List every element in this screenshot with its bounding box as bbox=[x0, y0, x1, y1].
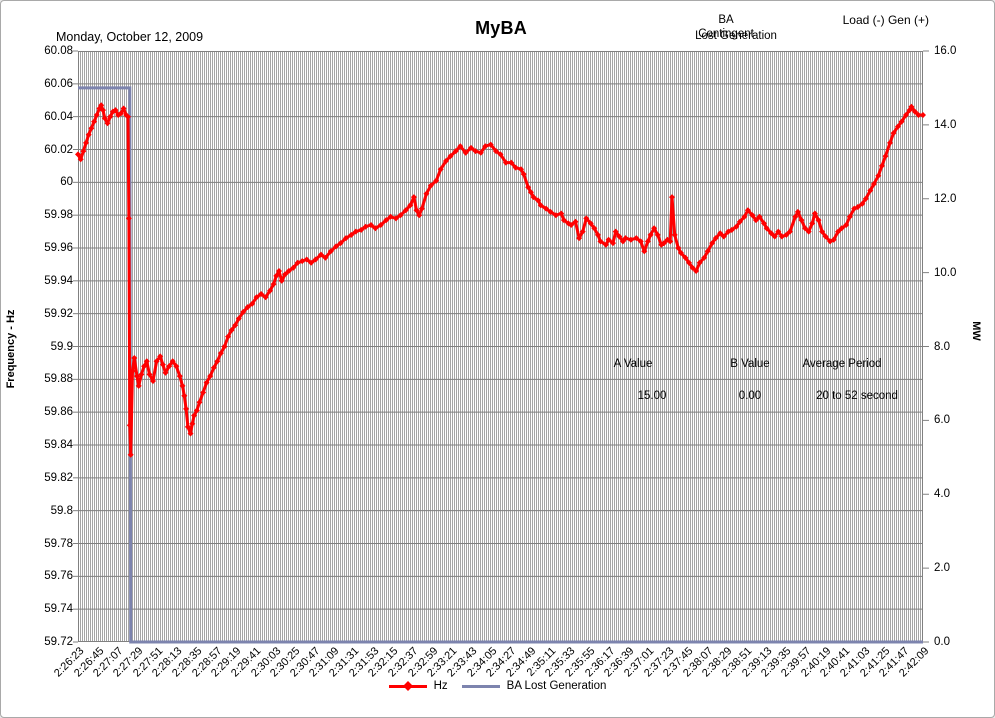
legend-hz-label: Hz bbox=[433, 680, 448, 692]
x-axis-tick-label: 2:29:41 bbox=[228, 645, 264, 680]
ba-contingent-label: BA Contingent bbox=[676, 13, 776, 41]
x-axis-tick-label: 2:31:31 bbox=[327, 645, 362, 680]
x-axis-tick-label: 2:31:09 bbox=[307, 645, 342, 680]
right-axis-tick-label: 2.0 bbox=[934, 562, 950, 575]
x-axis-tick-label: 2:38:51 bbox=[720, 645, 755, 680]
legend-lost-generation-label: BA Lost Generation bbox=[506, 680, 607, 692]
right-axis-tick-label: 8.0 bbox=[934, 340, 950, 353]
lost-generation-line-swatch bbox=[461, 684, 500, 688]
chart-canvas bbox=[73, 50, 929, 644]
average-period-label: Average Period bbox=[802, 358, 882, 370]
right-axis-tick-label: 10.0 bbox=[934, 266, 957, 279]
left-axis-tick-label: 59.78 bbox=[44, 537, 73, 550]
x-axis-tick-label: 2:36:39 bbox=[602, 645, 637, 680]
ba-contingent-line1: BA bbox=[718, 14, 734, 26]
x-axis-tick-label: 2:30:03 bbox=[248, 645, 283, 680]
left-axis-tick-label: 59.82 bbox=[44, 471, 73, 484]
b-value-number: 0.00 bbox=[738, 390, 762, 402]
x-axis-tick-label: 2:32:59 bbox=[405, 645, 441, 680]
right-axis-tick-label: 4.0 bbox=[934, 488, 950, 501]
x-axis-tick-label: 2:39:35 bbox=[759, 645, 794, 680]
left-axis-tick-label: 60.02 bbox=[44, 143, 73, 156]
x-axis-tick-label: 2:34:27 bbox=[484, 645, 519, 680]
x-axis-tick-label: 2:32:15 bbox=[366, 645, 401, 680]
left-axis-tick-label: 59.98 bbox=[44, 209, 73, 222]
x-axis-tick-label: 2:27:07 bbox=[91, 645, 126, 680]
x-axis-tick-label: 2:35:55 bbox=[562, 645, 598, 680]
x-axis-tick-label: 2:38:07 bbox=[680, 645, 716, 680]
x-axis-tick-label: 2:26:23 bbox=[52, 645, 87, 680]
left-axis-tick-label: 59.76 bbox=[44, 570, 73, 583]
left-axis-tick-label: 59.74 bbox=[44, 603, 73, 616]
right-axis-title: MW bbox=[970, 321, 982, 341]
lost-generation-label: Lost Generation bbox=[695, 30, 777, 42]
left-axis-tick-label: 60.04 bbox=[44, 110, 73, 123]
b-value-label: B Value bbox=[730, 358, 770, 370]
a-value-label: A Value bbox=[613, 358, 653, 370]
x-axis-tick-label: 2:35:33 bbox=[543, 645, 578, 680]
left-axis-tick-label: 59.72 bbox=[44, 636, 73, 648]
x-axis-tick-label: 2:28:13 bbox=[150, 645, 185, 680]
x-axis-tick-label: 2:41:25 bbox=[857, 645, 893, 680]
x-axis-tick-label: 2:30:47 bbox=[287, 645, 323, 680]
left-axis-tick-label: 59.84 bbox=[44, 439, 73, 451]
x-axis-tick-label: 2:40:19 bbox=[798, 645, 834, 680]
x-axis-tick-label: 2:30:25 bbox=[268, 645, 303, 680]
x-axis-tick-label: 2:39:13 bbox=[739, 645, 775, 680]
x-axis-tick-label: 2:32:37 bbox=[386, 645, 421, 680]
hz-line-swatch bbox=[388, 681, 427, 691]
right-axis-tick-label: 0.0 bbox=[934, 636, 950, 648]
right-axis-tick-label: 12.0 bbox=[934, 192, 957, 205]
x-axis-tick-label: 2:41:47 bbox=[877, 645, 912, 680]
a-value-number: 15.00 bbox=[637, 390, 667, 402]
x-axis-tick-label: 2:28:35 bbox=[169, 645, 205, 680]
x-axis-tick-label: 2:34:05 bbox=[464, 645, 500, 680]
plot-area bbox=[73, 50, 929, 644]
x-axis-tick-label: 2:27:51 bbox=[130, 645, 166, 680]
x-axis-tick-label: 2:33:21 bbox=[425, 645, 460, 680]
left-axis-tick-label: 59.94 bbox=[44, 274, 73, 287]
x-axis-tick-label: 2:37:45 bbox=[661, 645, 696, 680]
legend-item-lost-generation: BA Lost Generation bbox=[461, 680, 607, 692]
x-axis-tick-label: 2:42:09 bbox=[897, 645, 932, 680]
left-axis-tick-label: 60.08 bbox=[44, 45, 73, 57]
lost-generation-series-line bbox=[78, 86, 923, 644]
left-axis-tick-label: 60.06 bbox=[44, 77, 73, 90]
right-axis-tick-label: 16.0 bbox=[934, 45, 957, 57]
average-period-value: 20 to 52 second bbox=[816, 390, 898, 402]
load-gen-label: Load (-) Gen (+) bbox=[842, 13, 929, 27]
x-axis-tick-label: 2:39:57 bbox=[779, 645, 814, 680]
x-axis-tick-label: 2:34:49 bbox=[504, 645, 539, 680]
x-axis-tick-label: 2:27:29 bbox=[111, 645, 146, 680]
x-axis-tick-label: 2:41:03 bbox=[838, 645, 873, 680]
x-axis-tick-label: 2:33:43 bbox=[445, 645, 480, 680]
x-axis-tick-label: 2:35:11 bbox=[524, 645, 559, 679]
left-axis-tick-label: 59.8 bbox=[50, 504, 73, 517]
hz-diamond-marker-icon bbox=[402, 681, 413, 691]
x-axis-tick-label: 2:26:45 bbox=[71, 645, 107, 680]
chart-title: MyBA bbox=[475, 18, 527, 38]
left-axis-tick-label: 59.96 bbox=[44, 242, 73, 254]
x-axis-tick-label: 2:37:23 bbox=[641, 645, 677, 680]
hz-series-line bbox=[76, 103, 923, 457]
legend-item-hz: Hz bbox=[388, 680, 448, 692]
legend: Hz BA Lost Generation bbox=[1, 680, 994, 692]
x-axis-tick-label: 2:28:57 bbox=[189, 645, 225, 680]
chart-date: Monday, October 12, 2009 bbox=[56, 30, 204, 44]
hz-series-markers bbox=[75, 102, 926, 458]
right-axis-tick-label: 14.0 bbox=[934, 118, 957, 131]
x-axis-tick-label: 2:38:29 bbox=[700, 645, 735, 680]
x-axis-tick-label: 2:31:53 bbox=[346, 645, 382, 680]
left-axis-tick-label: 60 bbox=[60, 176, 73, 189]
x-axis-tick-label: 2:40:41 bbox=[818, 645, 853, 680]
x-axis-tick-label: 2:36:17 bbox=[582, 645, 618, 680]
right-axis-tick-label: 6.0 bbox=[934, 414, 950, 427]
x-axis-tick-label: 2:37:01 bbox=[621, 645, 657, 680]
x-axis-tick-label: 2:29:19 bbox=[209, 645, 244, 680]
left-axis-tick-label: 59.86 bbox=[44, 406, 73, 419]
ba-contingent-line2: Contingent bbox=[698, 28, 754, 40]
left-axis-title: Frequency - Hz bbox=[5, 309, 17, 389]
